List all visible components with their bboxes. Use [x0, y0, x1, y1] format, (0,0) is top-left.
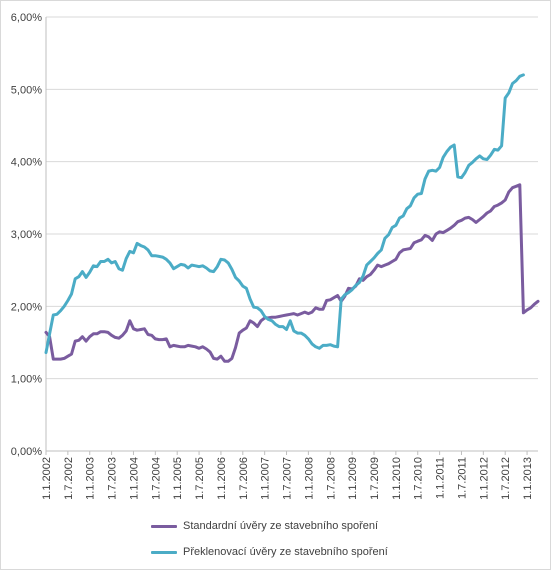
x-tick-label: 1.7.2002: [63, 457, 75, 500]
y-tick-label: 5,00%: [11, 84, 42, 96]
series-line-1: [44, 183, 540, 363]
x-tick-label: 1.7.2011: [456, 457, 468, 499]
x-tick-label: 1.7.2004: [150, 457, 162, 500]
y-tick-label: 0,00%: [11, 446, 42, 458]
legend-label-standard: Standardní úvěry ze stavebního spoření: [183, 520, 379, 532]
y-tick-label: 2,00%: [11, 301, 42, 313]
x-tick-label: 1.7.2006: [238, 457, 250, 500]
x-tick-label: 1.1.2010: [391, 457, 403, 500]
x-tick-label: 1.7.2009: [369, 457, 381, 500]
x-tick-label: 1.1.2009: [347, 457, 359, 500]
x-tick-label: 1.1.2011: [435, 457, 447, 499]
y-tick-label: 1,00%: [11, 374, 42, 386]
x-tick-label: 1.1.2005: [172, 457, 184, 500]
y-tick-label: 3,00%: [11, 229, 42, 241]
x-tick-label: 1.1.2003: [85, 457, 97, 500]
x-tick-label: 1.1.2007: [260, 457, 272, 500]
x-tick-label: 1.1.2004: [128, 457, 140, 500]
series-line-2: [44, 73, 525, 355]
chart-legend: Standardní úvěry ze stavebního spoření P…: [151, 513, 388, 565]
x-tick-label: 1.1.2006: [216, 457, 228, 500]
legend-label-bridging: Překlenovací úvěry ze stavebního spoření: [183, 546, 388, 558]
legend-swatch-standard: [151, 524, 177, 528]
x-tick-label: 1.1.2008: [303, 457, 315, 500]
x-tick-label: 1.7.2008: [325, 457, 337, 500]
legend-swatch-bridging: [151, 550, 177, 554]
y-tick-label: 4,00%: [11, 157, 42, 169]
x-tick-label: 1.7.2010: [413, 457, 425, 500]
x-tick-label: 1.7.2003: [107, 457, 119, 500]
y-tick-label: 6,00%: [11, 12, 42, 24]
x-tick-label: 1.1.2013: [522, 457, 534, 500]
x-tick-label: 1.7.2005: [194, 457, 206, 500]
legend-item-bridging: Překlenovací úvěry ze stavebního spoření: [151, 539, 388, 565]
x-tick-label: 1.7.2007: [282, 457, 294, 500]
x-tick-label: 1.7.2012: [500, 457, 512, 500]
x-tick-label: 1.1.2012: [478, 457, 490, 500]
legend-item-standard: Standardní úvěry ze stavebního spoření: [151, 513, 388, 539]
x-tick-label: 1.1.2002: [41, 457, 53, 500]
